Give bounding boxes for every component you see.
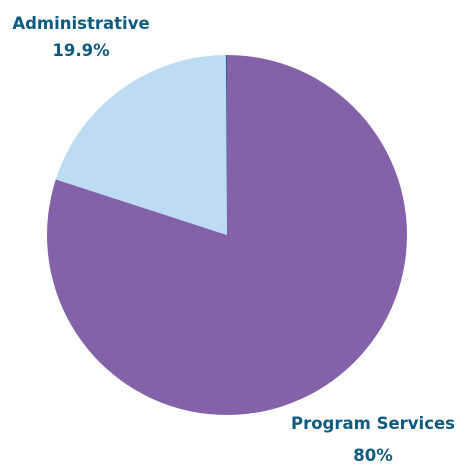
pie-slices bbox=[47, 54, 408, 415]
label-administrative: Administrative 19.9% bbox=[12, 14, 149, 60]
label-administrative-name: Administrative bbox=[12, 14, 149, 33]
pie-slice-administrative bbox=[55, 55, 228, 235]
label-program-services-value: 80% bbox=[353, 446, 393, 464]
label-program-services-name: Program Services bbox=[291, 414, 455, 433]
pie-slice-other-2 bbox=[225, 54, 227, 235]
label-administrative-value: 19.9% bbox=[52, 41, 110, 60]
label-program-services: Program Services 80% bbox=[291, 414, 455, 464]
pie-slice-program-services bbox=[47, 55, 408, 415]
